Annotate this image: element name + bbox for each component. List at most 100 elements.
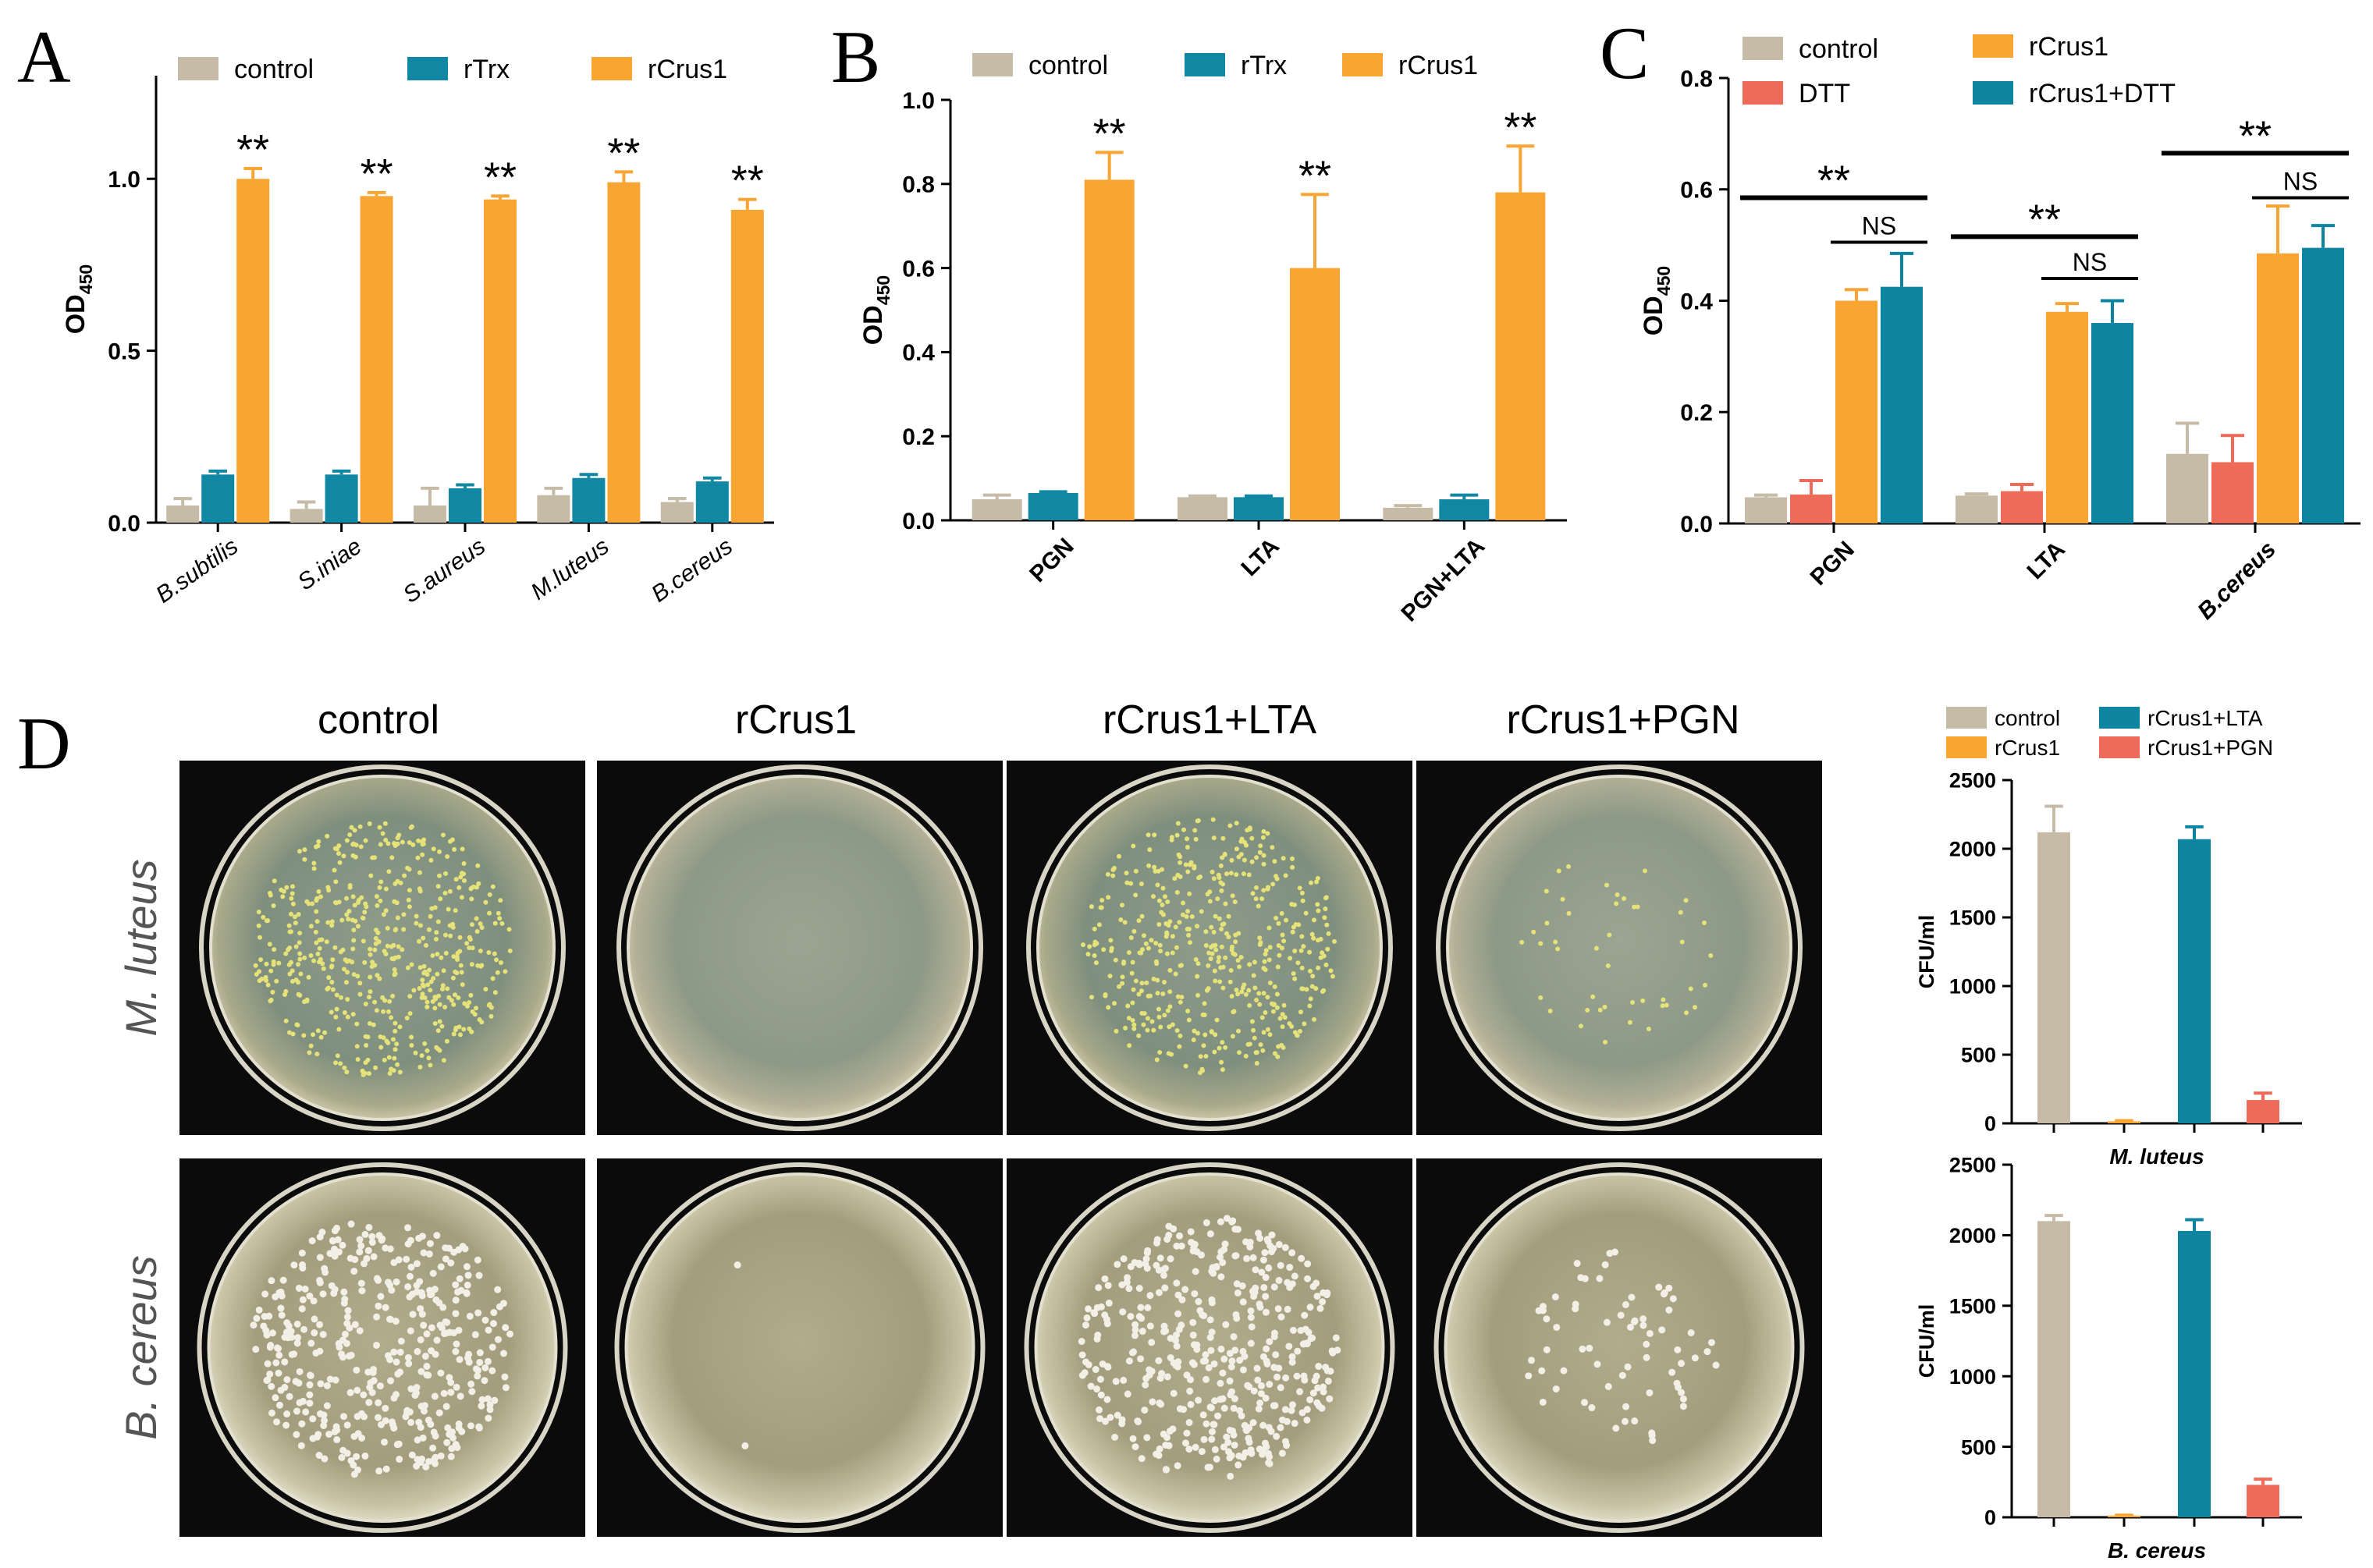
colony [456,995,461,1001]
x-category-label: S.aureus [399,534,490,608]
colony [1107,1414,1114,1421]
colony [456,1356,464,1364]
colony [1646,1027,1651,1032]
y-axis-title: OD450 [1639,266,1674,336]
colony [355,974,361,979]
colony [1191,1290,1199,1297]
colony [374,1414,382,1421]
colony [445,854,450,860]
colony [339,995,344,1000]
colony [1596,1275,1604,1282]
colony [334,1006,339,1012]
colony [1131,987,1136,992]
colony [489,1320,497,1328]
colony [1210,1360,1218,1368]
colony [1199,1066,1205,1072]
colony [1224,871,1230,877]
petri-dish-photo [179,761,585,1135]
colony [437,1452,445,1460]
colony [443,871,449,876]
colony [474,1309,482,1317]
colony [1217,1345,1225,1353]
y-axis-title: CFU/ml [1915,915,1938,989]
colony [302,847,307,853]
colony [361,938,366,944]
colony [1226,1454,1234,1462]
colony [1247,962,1252,967]
colony [1247,1002,1252,1008]
colony [1259,896,1265,902]
colony [351,928,357,933]
colony [306,1292,314,1300]
colony [468,992,474,998]
colony [342,1010,347,1016]
colony [419,1053,425,1059]
colony [308,1043,314,1048]
colony [1146,1322,1154,1330]
colony [1307,1335,1315,1343]
colony [290,1261,298,1269]
colony [340,1413,348,1421]
colony [361,1230,369,1238]
colony [1192,828,1198,833]
colony [1220,1443,1227,1451]
bar [166,505,200,523]
colony [338,949,343,955]
colony [1604,1382,1612,1390]
colony [256,923,261,928]
colony [428,1062,433,1068]
colony [289,896,294,901]
colony [436,993,442,999]
colony [1249,1419,1257,1427]
colony [1678,910,1683,915]
colony [1535,1307,1543,1314]
agar-surface [624,1172,975,1523]
colony [1322,915,1327,921]
colony [1227,823,1233,828]
colony [1256,1234,1264,1242]
colony [453,1288,461,1296]
colony [1270,1364,1278,1371]
colony [476,1358,484,1366]
colony [1133,868,1139,874]
colony [1319,1298,1327,1306]
colony [1125,1285,1133,1293]
colony [346,909,352,914]
colony [355,1056,361,1062]
colony [1277,953,1282,958]
colony [272,1394,279,1402]
colony [1209,1029,1214,1034]
colony [1630,1000,1636,1006]
colony [350,894,356,899]
colony [378,1236,385,1244]
colony [277,1304,285,1312]
bar [972,499,1022,520]
colony [391,942,396,948]
colony [488,1343,496,1351]
colony [1560,896,1565,902]
colony [1210,951,1215,956]
colony [1552,1385,1560,1392]
colony [1170,1022,1175,1027]
colony [474,1256,481,1264]
colony [350,1268,358,1275]
bar [2257,253,2299,523]
colony [1192,1443,1199,1451]
colony [420,852,425,857]
colony [1185,869,1191,874]
colony [1139,913,1145,919]
colony [417,1336,425,1344]
colony [336,851,341,857]
colony [329,919,335,924]
colony [1631,1317,1639,1325]
colony [421,963,427,969]
colony [351,972,357,977]
colony [300,1325,308,1333]
colony [1299,934,1305,939]
colony [1313,1399,1321,1407]
colony [320,1421,328,1429]
colony [1119,903,1124,908]
colony [414,1348,421,1356]
colony [339,1353,346,1361]
colony [1277,1016,1283,1021]
